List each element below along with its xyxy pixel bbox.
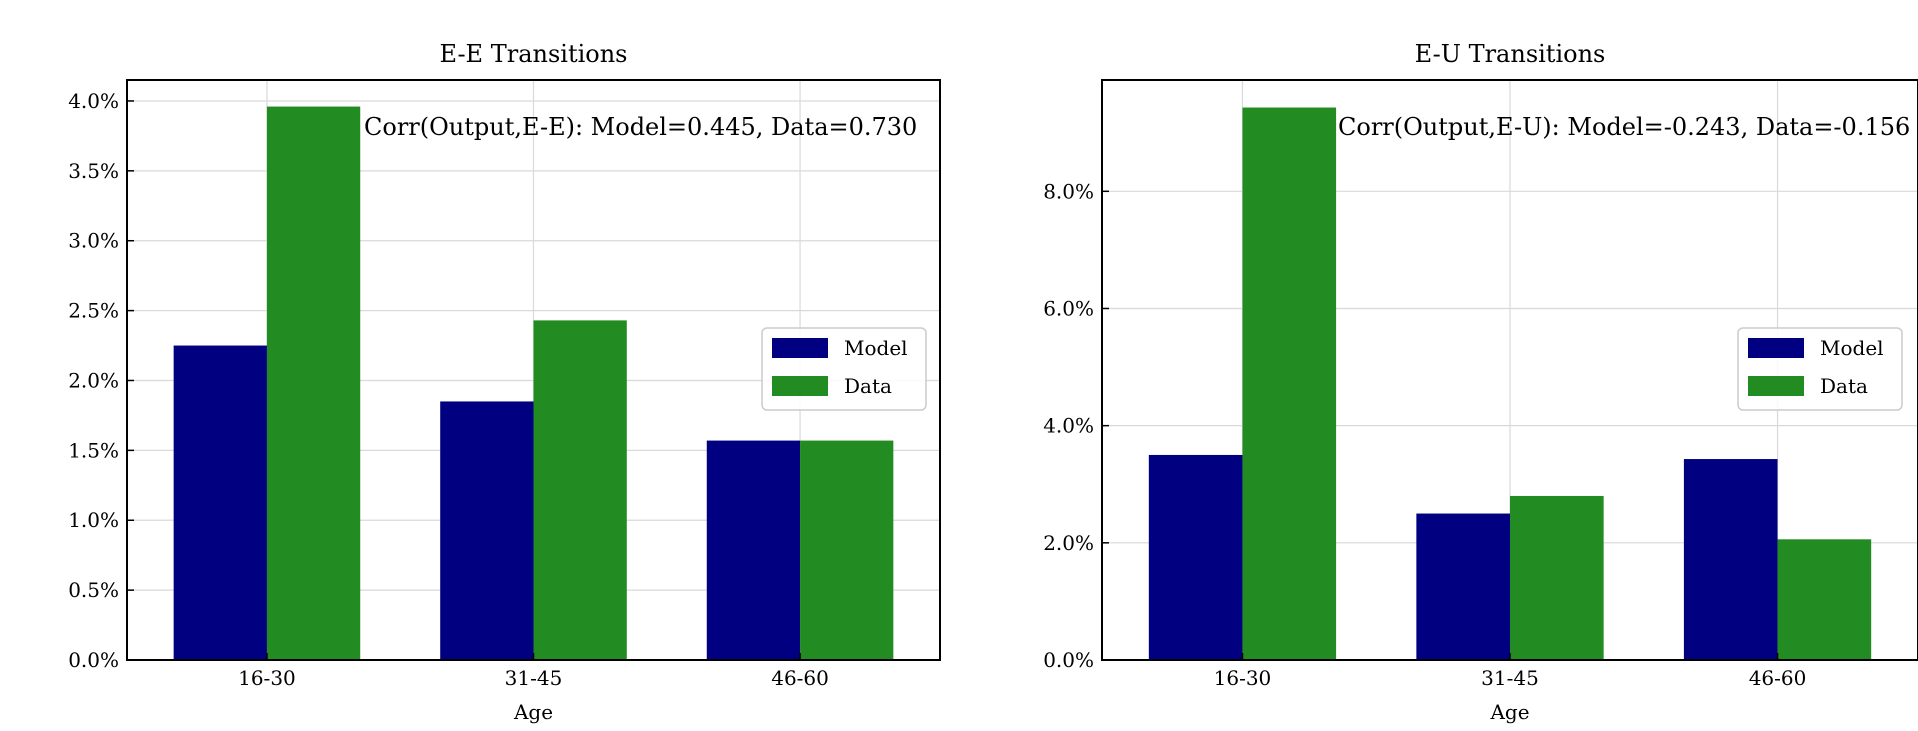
chart-panel-2: 0.0% 2.0% 4.0% 6.0% 8.0% 16-30 31-45 46-60 E-U T… bbox=[1043, 40, 1918, 724]
correlation-annotation: Corr(Output,E-U): Model=-0.243, Data=-0.… bbox=[1338, 113, 1910, 141]
y-tick-label: 8.0% bbox=[1043, 179, 1094, 203]
bar-data-46-60 bbox=[1777, 539, 1872, 660]
y-tick-label: 6.0% bbox=[1043, 296, 1094, 320]
bar-model-16-30 bbox=[173, 345, 267, 660]
bars bbox=[173, 106, 894, 661]
legend-swatch-data bbox=[1748, 376, 1804, 396]
bar-model-46-60 bbox=[1683, 459, 1778, 660]
chart-panel-1: 0.0% 0.5% 1.0% 1.5% 2.0% 2.5% 3.0% 3.5% 4.0% 16-3… bbox=[68, 40, 941, 724]
x-tick-label: 31-45 bbox=[505, 666, 563, 690]
y-tick-label: 3.5% bbox=[68, 159, 119, 183]
x-tick-label: 46-60 bbox=[1749, 666, 1807, 690]
bar-model-16-30 bbox=[1148, 454, 1243, 660]
x-tick-label: 16-30 bbox=[1214, 666, 1272, 690]
legend-swatch-model bbox=[772, 338, 828, 358]
y-tick-label: 1.5% bbox=[68, 438, 119, 462]
legend-label-data: Data bbox=[1820, 374, 1868, 398]
bar-data-16-30 bbox=[1242, 107, 1337, 661]
y-tick-label: 1.0% bbox=[68, 508, 119, 532]
y-tick-label: 0.0% bbox=[1043, 648, 1094, 672]
x-tick-label: 31-45 bbox=[1481, 666, 1539, 690]
bar-data-31-45 bbox=[533, 320, 627, 660]
y-tick-label: 3.0% bbox=[68, 229, 119, 253]
x-axis-label: Age bbox=[513, 700, 553, 724]
chart-title: E-U Transitions bbox=[1415, 40, 1606, 68]
legend: Model Data bbox=[761, 327, 927, 411]
legend-label-model: Model bbox=[844, 336, 908, 360]
bars bbox=[1148, 107, 1872, 661]
bar-data-31-45 bbox=[1510, 495, 1604, 660]
y-tick-label: 0.0% bbox=[68, 648, 119, 672]
y-tick-label: 0.5% bbox=[68, 578, 119, 602]
bar-model-46-60 bbox=[706, 440, 801, 660]
bar-data-46-60 bbox=[800, 440, 894, 660]
bar-model-31-45 bbox=[440, 401, 534, 660]
legend-label-model: Model bbox=[1820, 336, 1884, 360]
x-tick-label: 46-60 bbox=[771, 666, 829, 690]
legend-label-data: Data bbox=[844, 374, 892, 398]
y-tick-label: 2.5% bbox=[68, 299, 119, 323]
legend-swatch-data bbox=[772, 376, 828, 396]
bar-model-31-45 bbox=[1416, 513, 1510, 660]
y-tick-label: 4.0% bbox=[68, 89, 119, 113]
x-tick-label: 16-30 bbox=[238, 666, 296, 690]
legend: Model Data bbox=[1737, 327, 1903, 411]
x-axis-label: Age bbox=[1489, 700, 1529, 724]
y-tick-label: 2.0% bbox=[68, 368, 119, 392]
chart-title: E-E Transitions bbox=[439, 40, 627, 68]
legend-swatch-model bbox=[1748, 338, 1804, 358]
bar-data-16-30 bbox=[266, 106, 361, 661]
y-tick-label: 2.0% bbox=[1043, 531, 1094, 555]
correlation-annotation: Corr(Output,E-E): Model=0.445, Data=0.73… bbox=[364, 113, 917, 141]
y-tick-label: 4.0% bbox=[1043, 414, 1094, 438]
